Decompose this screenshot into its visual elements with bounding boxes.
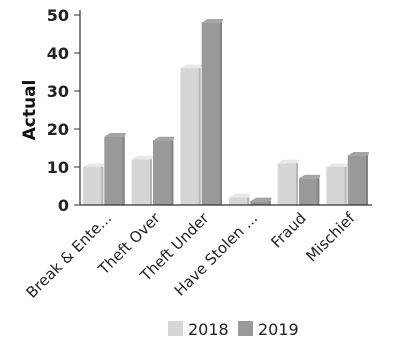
y-tick-label: 30 (47, 82, 69, 101)
legend-swatch-2018 (168, 321, 183, 336)
bar-2018-3 (229, 193, 251, 205)
y-tick-label: 10 (47, 158, 69, 177)
y-tick-label: 40 (47, 44, 69, 63)
bar-2018-4 (277, 159, 300, 205)
legend: 2018 2019 (168, 320, 299, 339)
legend-label-2019: 2019 (258, 320, 299, 339)
bar-2019-3 (250, 197, 272, 205)
axes-group (79, 10, 372, 206)
legend-label-2018: 2018 (188, 320, 229, 339)
bar-2019-2 (201, 19, 224, 205)
bar-2018-1 (131, 155, 154, 205)
bar-2019-5 (347, 152, 370, 205)
bar-2019-1 (153, 136, 175, 205)
x-tick-label: Break & Ente... (23, 209, 116, 302)
bar-2018-2 (180, 64, 202, 205)
x-tick-label: Have Stolen ... (171, 209, 261, 299)
x-tick-label: Mischief (302, 209, 359, 266)
bar-2018-0 (83, 163, 105, 205)
bars-group (83, 19, 370, 205)
y-tick-label: 50 (47, 6, 69, 25)
legend-swatch-2019 (238, 321, 253, 336)
bar-2019-0 (104, 133, 126, 205)
bar-2018-5 (326, 163, 348, 205)
y-axis-title-group: Actual (20, 80, 40, 141)
y-tick-label: 0 (58, 196, 69, 215)
y-tick-label: 20 (47, 120, 69, 139)
bar-2019-4 (299, 174, 321, 205)
y-axis-ticks: 0 10 20 30 40 50 (47, 6, 80, 215)
y-axis-title: Actual (20, 80, 40, 141)
x-tick-label: Fraud (267, 209, 309, 251)
